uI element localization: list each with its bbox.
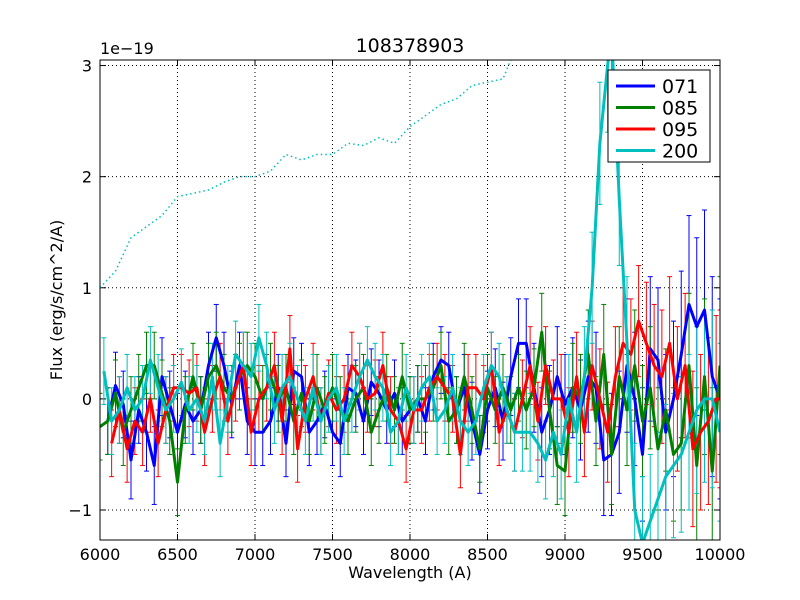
legend-label-071: 071 <box>662 76 698 98</box>
x-tick-label: 8500 <box>467 545 508 564</box>
legend-label-085: 085 <box>662 98 698 120</box>
series-layer <box>100 60 720 540</box>
y-tick-label: −1 <box>68 501 92 520</box>
y-axis-ticks: −1 0 1 2 3 <box>68 57 720 520</box>
x-tick-label: 10000 <box>695 545 746 564</box>
y-tick-label: 3 <box>82 57 92 76</box>
y-tick-label: 0 <box>82 390 92 409</box>
x-tick-label: 6000 <box>80 545 121 564</box>
series-085-line <box>100 330 720 484</box>
x-tick-label: 7500 <box>312 545 353 564</box>
legend-label-200: 200 <box>662 141 698 163</box>
plot-frame <box>99 59 721 541</box>
chart-title: 108378903 <box>356 35 465 57</box>
series-200-model-line <box>100 60 512 289</box>
x-tick-label: 8000 <box>390 545 431 564</box>
y-offset-text: 1e−19 <box>100 39 154 58</box>
x-axis-ticks: 6000 6500 7000 7500 8000 8500 9000 9500 10000 <box>80 60 746 564</box>
legend-label-095: 095 <box>662 119 698 141</box>
x-tick-label: 6500 <box>157 545 198 564</box>
y-tick-label: 2 <box>82 168 92 187</box>
x-axis-label: Wavelength (A) <box>348 563 471 582</box>
x-tick-label: 9000 <box>545 545 586 564</box>
x-tick-label: 7000 <box>235 545 276 564</box>
y-axis-label: Flux (erg/s/cm^2/A) <box>47 220 66 381</box>
y-tick-label: 1 <box>82 279 92 298</box>
x-tick-label: 9500 <box>622 545 663 564</box>
